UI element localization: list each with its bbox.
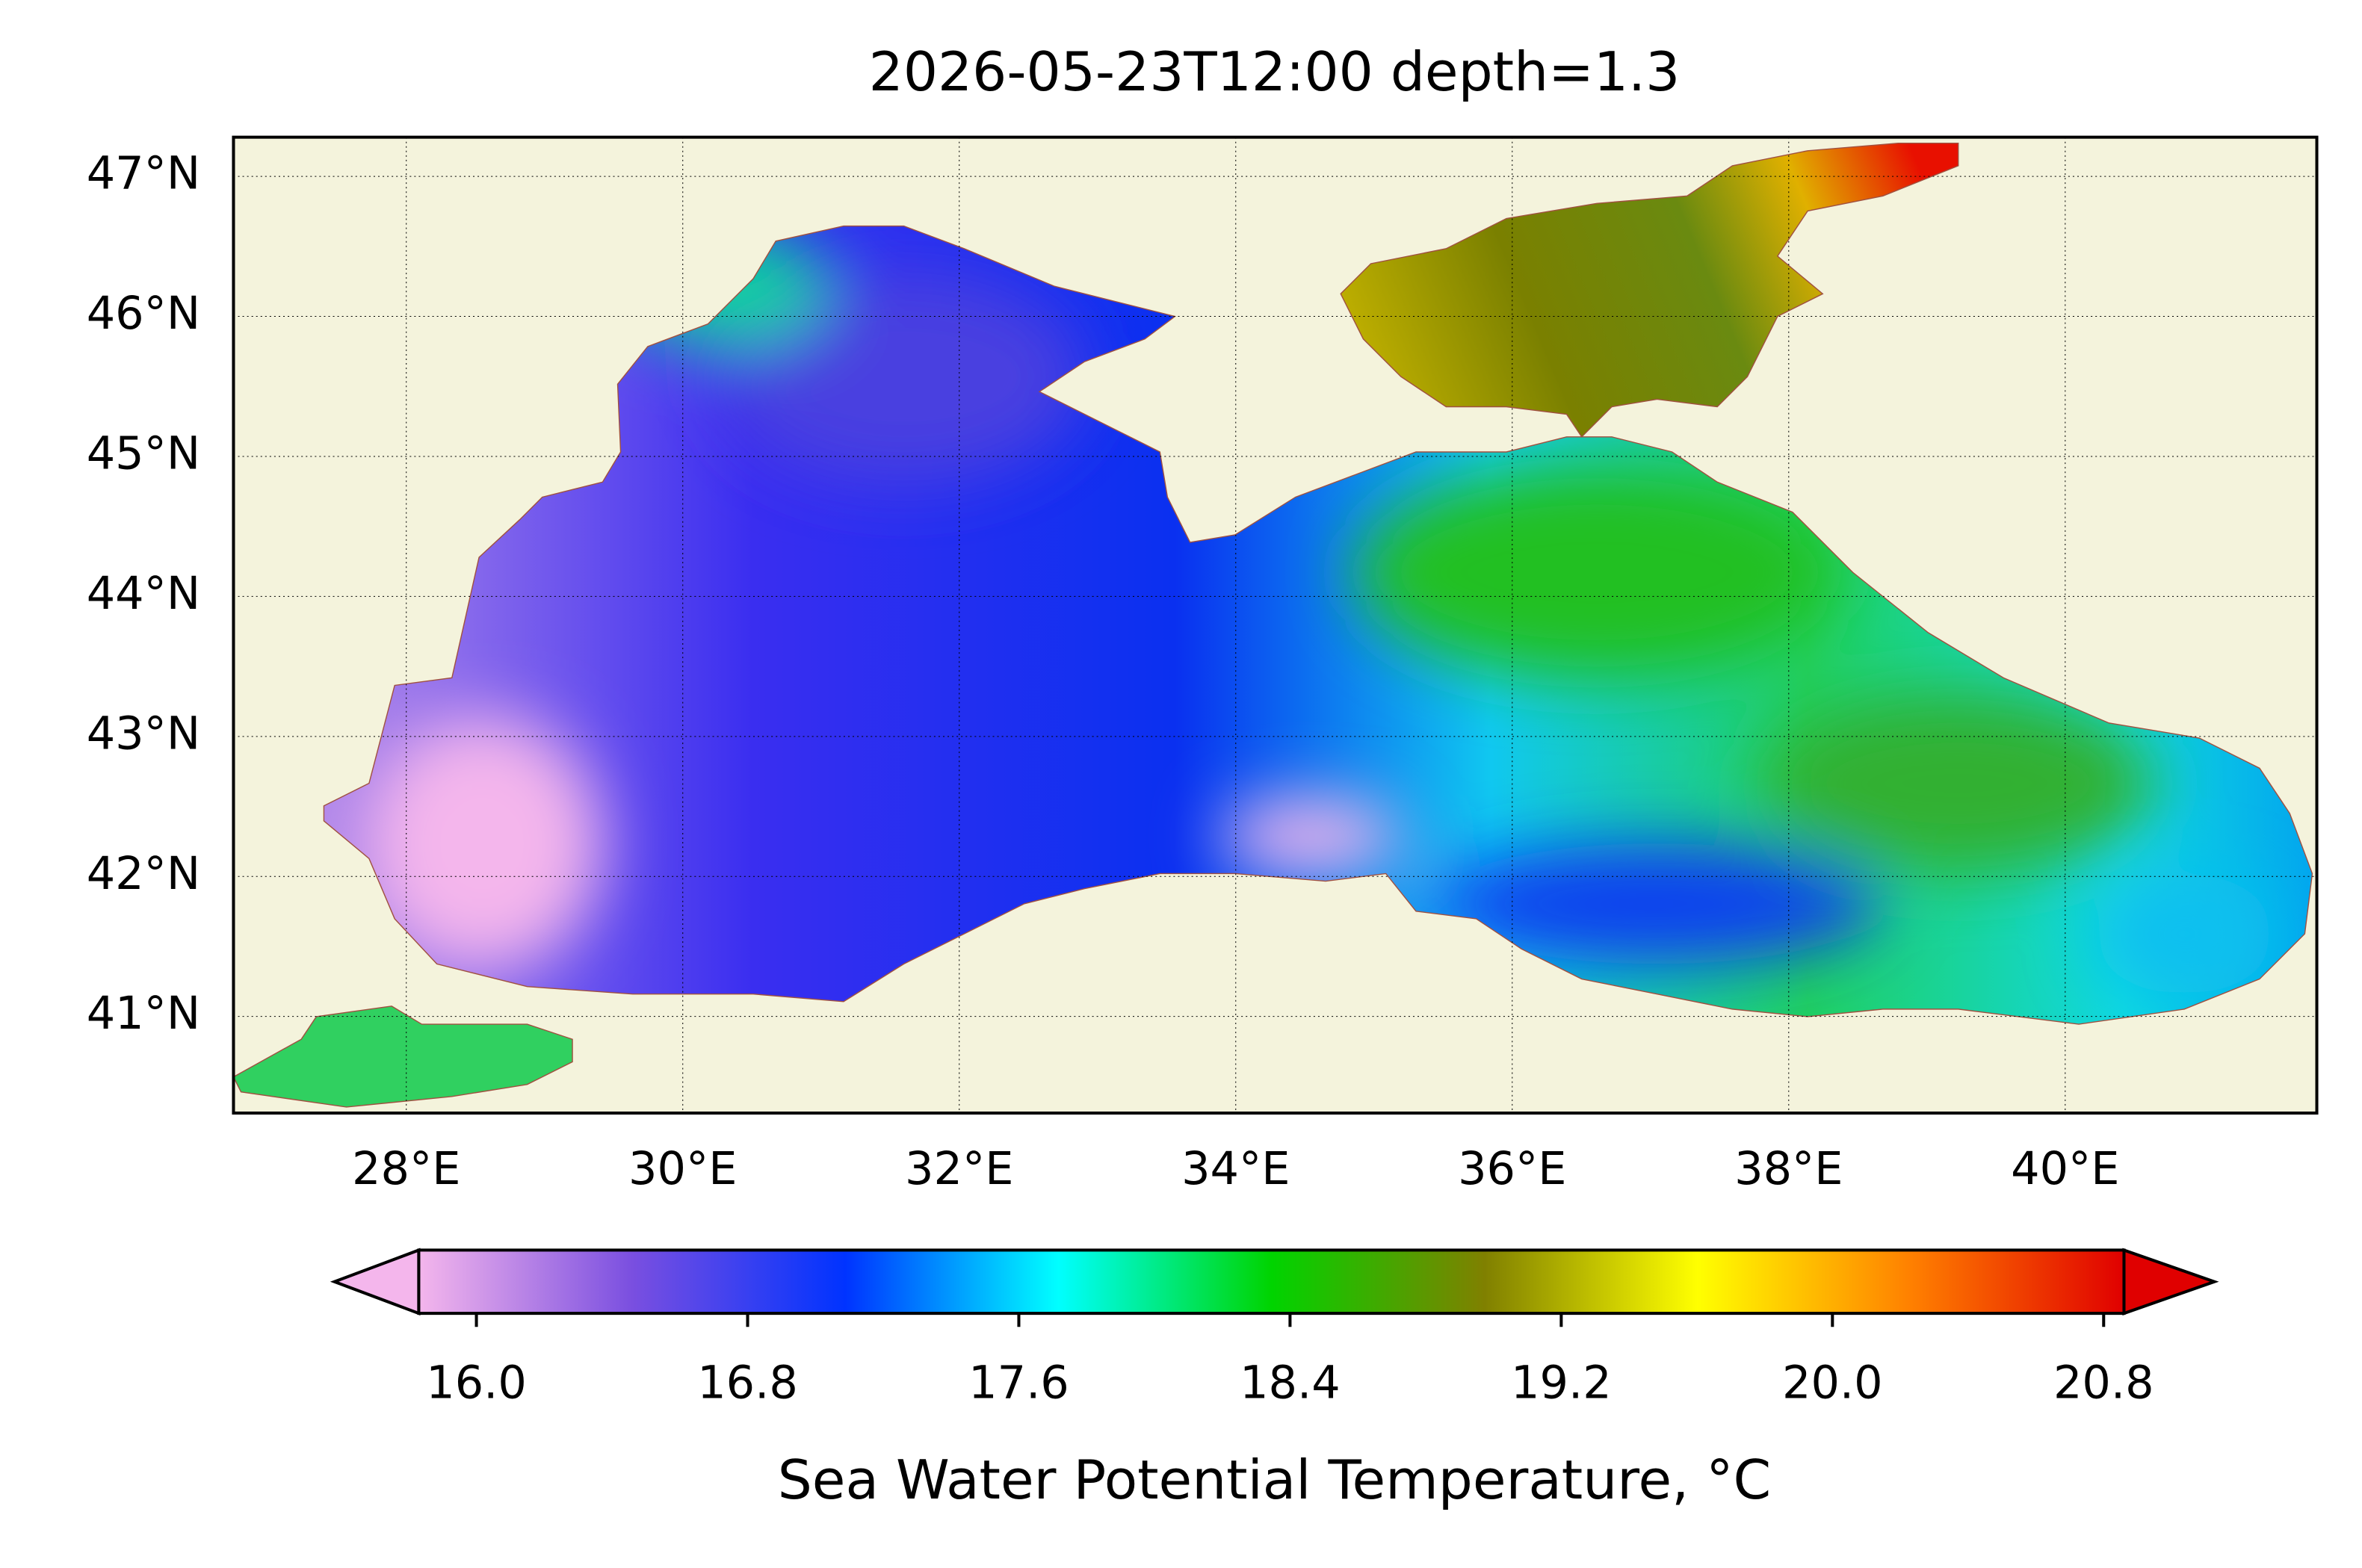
x-tick-label: 40°E [2011,1143,2119,1195]
y-tick-label: 41°N [87,988,200,1040]
colorbar-tick-label: 16.8 [697,1357,798,1409]
colorbar-label: Sea Water Potential Temperature, °C [778,1449,1771,1512]
coastline [323,225,2313,1025]
colorbar-tick-label: 20.8 [2053,1357,2154,1409]
colorbar-tick-label: 20.0 [1782,1357,1883,1409]
x-tick-label: 36°E [1458,1143,1566,1195]
y-tick-label: 43°N [87,707,200,760]
map-frame [232,135,2319,1115]
colorbar-tick-label: 18.4 [1240,1357,1341,1409]
x-tick-label: 30°E [628,1143,737,1195]
y-tick-label: 42°N [87,848,200,900]
x-tick-label: 34°E [1181,1143,1290,1195]
map [233,137,2317,1113]
y-tick-label: 47°N [87,148,200,200]
y-tick-label: 44°N [87,568,200,620]
axes: 28°E 30°E 32°E 34°E 36°E 38°E 40°E 41°N 42°N 43°N… [87,148,2120,1195]
colorbar-extend-high [2122,1248,2219,1316]
chart-title: 2026-05-23T12:00 depth=1.3 [869,41,1681,104]
x-tick-label: 32°E [905,1143,1013,1195]
x-tick-label: 38°E [1734,1143,1843,1195]
colorbar-tick-label: 17.6 [968,1357,1069,1409]
colorbar-tick-label: 16.0 [426,1357,527,1409]
sea-of-azov [1340,143,1959,438]
x-tick-label: 28°E [352,1143,460,1195]
y-tick-label: 45°N [87,428,200,480]
colorbar: Sea Water Potential Temperature, °C 16.0… [330,1248,2219,1512]
colorbar-extend-low [330,1248,421,1316]
graticule [233,137,2317,1113]
colorbar-body [417,1248,2126,1316]
y-tick-label: 46°N [87,288,200,340]
colorbar-tick-label: 19.2 [1511,1357,1612,1409]
